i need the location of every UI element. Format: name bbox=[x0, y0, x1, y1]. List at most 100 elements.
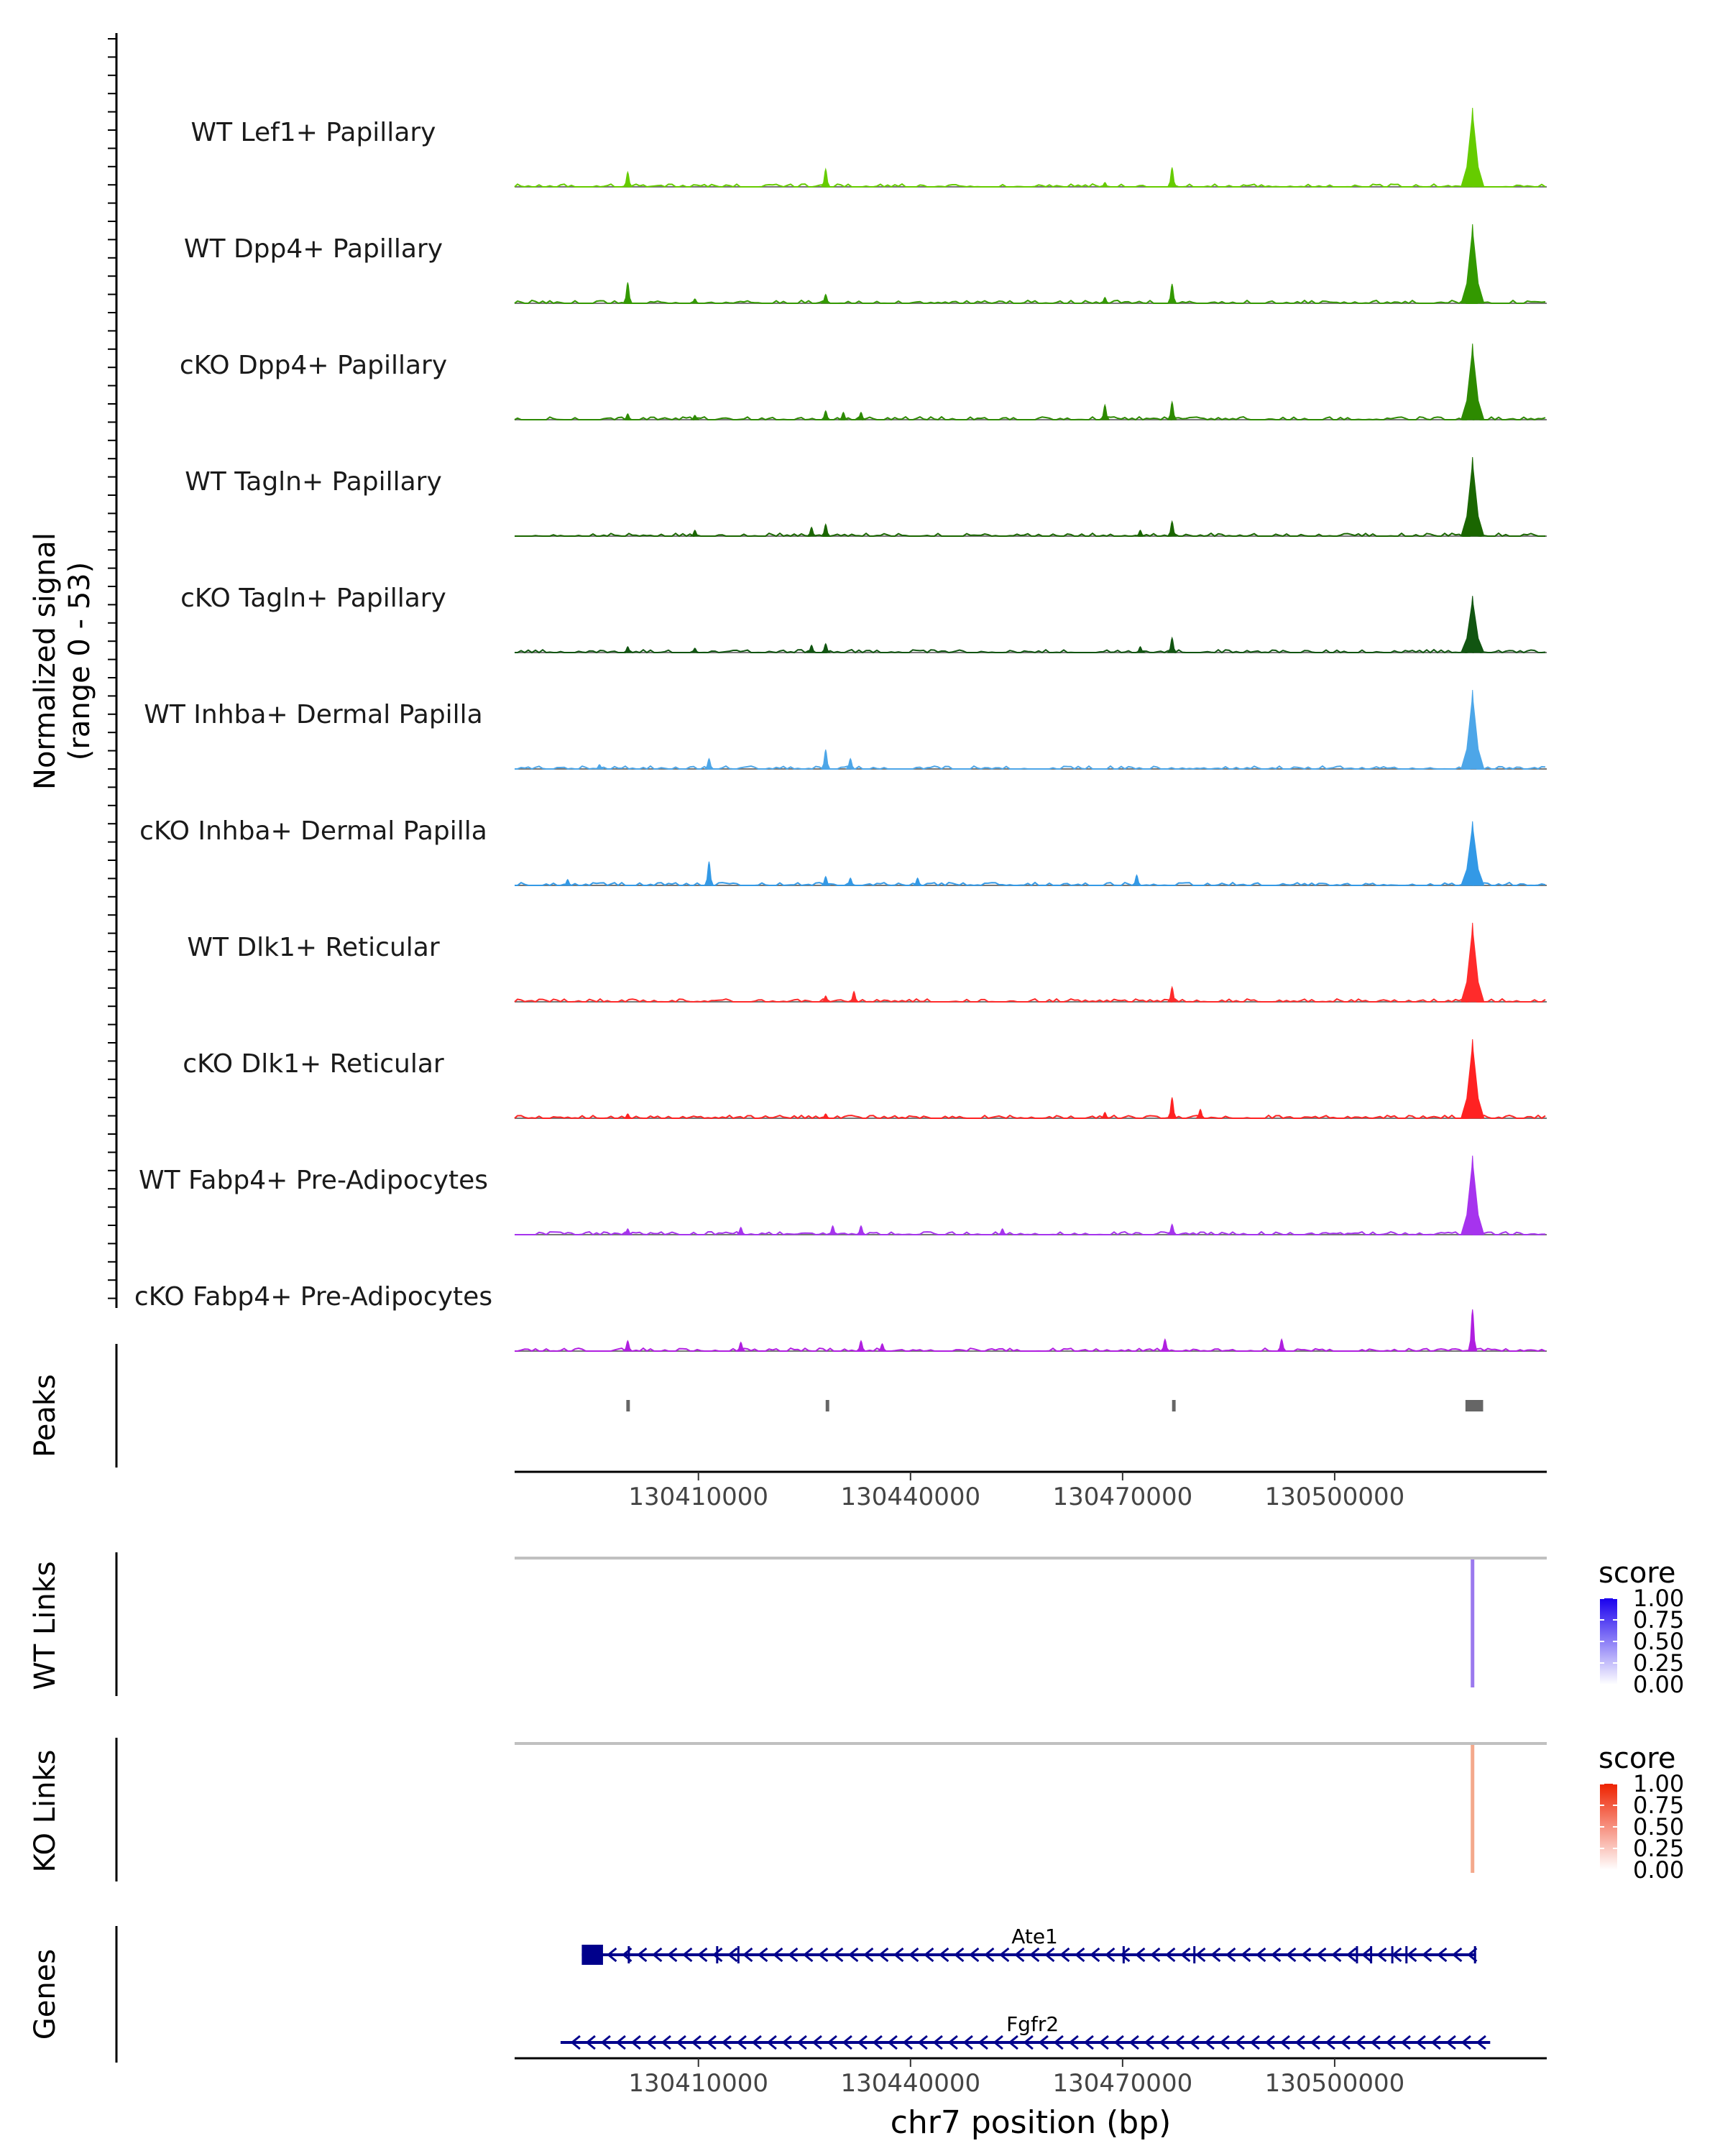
coverage-peak bbox=[845, 877, 856, 886]
ko-links-legend-tick-label: 0.50 bbox=[1633, 1813, 1684, 1841]
strand-arrow bbox=[585, 2035, 596, 2050]
strand-arrow bbox=[652, 1947, 663, 1963]
strand-arrow bbox=[645, 2035, 656, 2050]
strand-arrow bbox=[1476, 2035, 1486, 2050]
strand-arrow bbox=[1294, 2035, 1305, 2050]
track-noise bbox=[515, 648, 1546, 654]
strand-arrow bbox=[1204, 2035, 1215, 2050]
strand-arrow bbox=[1150, 1947, 1161, 1963]
x-axis-top-tick-label: 130470000 bbox=[1053, 1483, 1193, 1511]
strand-arrow bbox=[984, 1947, 995, 1963]
strand-arrow bbox=[947, 2035, 958, 2050]
strand-arrow bbox=[1225, 1947, 1236, 1963]
strand-arrow bbox=[1264, 2035, 1275, 2050]
track-label: cKO Inhba+ Dermal Papilla bbox=[139, 816, 487, 846]
strand-arrow bbox=[1460, 2035, 1471, 2050]
coverage-peak bbox=[623, 1113, 632, 1119]
strand-arrow bbox=[1415, 2035, 1426, 2050]
strand-arrow bbox=[1301, 1947, 1312, 1963]
strand-arrow bbox=[1325, 2035, 1335, 2050]
strand-arrow bbox=[939, 1947, 949, 1963]
wt-links-legend-tick-label: 0.75 bbox=[1633, 1606, 1684, 1634]
gene-exon bbox=[1391, 1946, 1394, 1963]
peak-region bbox=[825, 1400, 829, 1411]
strand-arrow bbox=[1437, 1947, 1448, 1963]
coverage-peak bbox=[820, 642, 831, 653]
strand-arrow bbox=[1385, 2035, 1396, 2050]
gene-exon bbox=[1473, 1946, 1476, 1963]
coverage-peak bbox=[1134, 529, 1146, 537]
track-label: WT Inhba+ Dermal Papilla bbox=[144, 700, 482, 729]
strand-arrow bbox=[878, 1947, 889, 1963]
strand-arrow bbox=[978, 2035, 988, 2050]
strand-arrow bbox=[1174, 2035, 1184, 2050]
coverage-peak bbox=[912, 877, 923, 886]
strand-arrow bbox=[1144, 2035, 1154, 2050]
coverage-peak bbox=[1460, 107, 1485, 188]
coverage-peak bbox=[877, 1342, 888, 1352]
genes-panel: Ate1 Fgfr2 bbox=[115, 1925, 1491, 2063]
coverage-peak bbox=[1460, 821, 1485, 886]
track-label: WT Fabp4+ Pre-Adipocytes bbox=[139, 1166, 488, 1195]
strand-arrow bbox=[1053, 2035, 1064, 2050]
coverage-peak bbox=[1099, 1111, 1110, 1119]
strand-arrow bbox=[1219, 2035, 1230, 2050]
strand-arrow bbox=[908, 1947, 919, 1963]
strand-arrow bbox=[1098, 2035, 1109, 2050]
x-axis-bottom-tick-label: 130410000 bbox=[628, 2069, 768, 2098]
coverage-peak bbox=[820, 995, 832, 1003]
strand-arrow bbox=[661, 2035, 671, 2050]
strand-arrow bbox=[691, 2035, 702, 2050]
strand-arrow bbox=[1083, 2035, 1094, 2050]
strand-arrow bbox=[721, 2035, 732, 2050]
strand-arrow bbox=[1310, 2035, 1320, 2050]
coverage-peak bbox=[735, 1226, 747, 1235]
strand-arrow bbox=[1407, 1947, 1417, 1963]
x-axis-title: chr7 position (bp) bbox=[891, 2104, 1172, 2141]
strand-arrow bbox=[773, 1947, 783, 1963]
gene-exon bbox=[716, 1946, 719, 1963]
x-axis-bottom: 130410000 130440000 130470000 130500000 bbox=[515, 2057, 1547, 2098]
strand-arrow bbox=[1452, 1947, 1463, 1963]
coverage-peak bbox=[735, 1341, 746, 1352]
strand-arrow bbox=[857, 2035, 868, 2050]
strand-arrow bbox=[1331, 1947, 1342, 1963]
coverage-peak bbox=[820, 293, 831, 304]
strand-arrow bbox=[993, 2035, 1003, 2050]
strand-arrow bbox=[1075, 1947, 1085, 1963]
coverage-peak bbox=[845, 757, 856, 770]
ko-links-legend-tick-label: 0.25 bbox=[1633, 1835, 1684, 1862]
strand-arrow bbox=[1355, 2035, 1366, 2050]
x-axis-top: 130410000 130440000 130470000 130500000 bbox=[515, 1470, 1547, 1511]
strand-arrow bbox=[1113, 2035, 1124, 2050]
coverage-peak bbox=[1100, 182, 1110, 188]
x-axis-top-tick-label: 130440000 bbox=[840, 1483, 980, 1511]
strand-arrow bbox=[842, 2035, 852, 2050]
strand-arrow bbox=[1068, 2035, 1079, 2050]
strand-arrow bbox=[1038, 2035, 1049, 2050]
strand-arrow bbox=[872, 2035, 883, 2050]
gene-exon bbox=[627, 1946, 630, 1963]
coverage-peak bbox=[820, 167, 831, 188]
strand-arrow bbox=[1271, 1947, 1282, 1963]
wt-links-legend-tick-label: 0.25 bbox=[1633, 1649, 1684, 1677]
strand-arrow bbox=[1210, 1947, 1221, 1963]
strand-arrow bbox=[570, 2035, 581, 2050]
strand-arrow bbox=[827, 2035, 837, 2050]
wt-links-label: WT Links bbox=[29, 1561, 62, 1690]
strand-arrow bbox=[969, 1947, 980, 1963]
strand-arrow bbox=[1445, 2035, 1456, 2050]
strand-arrow bbox=[796, 2035, 807, 2050]
strand-arrow bbox=[736, 2035, 747, 2050]
coverage-peak bbox=[690, 298, 700, 304]
peak-region bbox=[626, 1400, 630, 1411]
track-noise bbox=[515, 1347, 1546, 1353]
strand-arrow bbox=[1346, 1947, 1357, 1963]
coverage-peak bbox=[1159, 1338, 1170, 1352]
strand-arrow bbox=[863, 1947, 874, 1963]
strand-arrow bbox=[1090, 1947, 1100, 1963]
coverage-peak bbox=[1460, 224, 1485, 304]
strand-arrow bbox=[818, 1947, 829, 1963]
